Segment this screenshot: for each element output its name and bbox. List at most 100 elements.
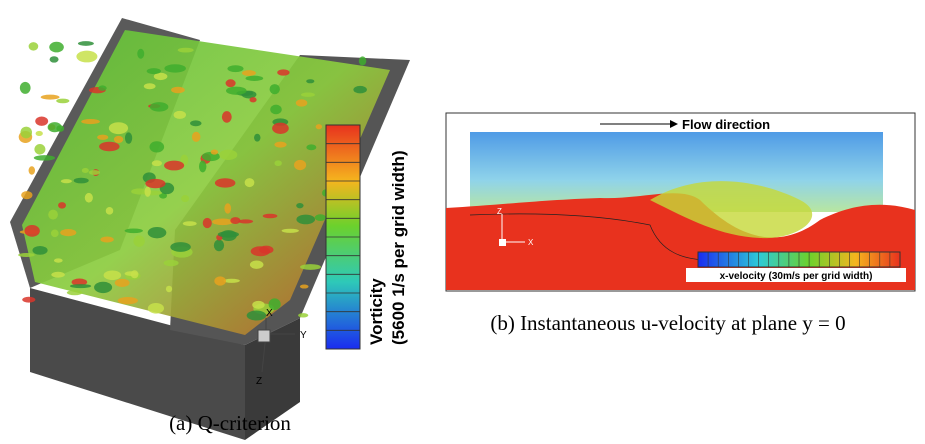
vortex-blob bbox=[149, 141, 164, 152]
vortex-blob bbox=[227, 65, 243, 72]
vortex-blob bbox=[34, 155, 55, 161]
panel-b: Flow direction Z X x-velocity (30m/s per… bbox=[446, 113, 915, 335]
vortex-blob bbox=[49, 42, 64, 53]
vortex-blob bbox=[150, 102, 168, 112]
colorbar-units: (5600 1/s per grid width) bbox=[389, 150, 408, 345]
vortex-blob bbox=[181, 195, 189, 202]
vortex-blob bbox=[152, 160, 162, 166]
vortex-blob bbox=[254, 134, 260, 142]
vortex-blob bbox=[20, 127, 32, 139]
vortex-blob bbox=[125, 132, 132, 143]
axis-label: X bbox=[266, 308, 273, 319]
vortex-blob bbox=[306, 79, 314, 83]
axis-origin bbox=[499, 239, 506, 246]
vortex-blob bbox=[214, 276, 226, 285]
vortex-blob bbox=[296, 99, 308, 106]
vortex-blob bbox=[230, 217, 240, 224]
vortex-blob bbox=[94, 282, 112, 293]
vortex-blob bbox=[171, 87, 185, 93]
vortex-blob bbox=[109, 122, 128, 134]
vortex-blob bbox=[245, 76, 263, 81]
vortex-blob bbox=[226, 87, 247, 95]
panel-a: X Y Z Vorticity (5600 1/s per grid width… bbox=[10, 18, 410, 440]
vortex-blob bbox=[301, 93, 315, 97]
vortex-blob bbox=[272, 123, 289, 134]
vortex-blob bbox=[51, 230, 59, 238]
vortex-blob bbox=[300, 264, 321, 270]
vortex-blob bbox=[34, 144, 45, 155]
vortex-blob bbox=[215, 178, 236, 187]
vortex-blob bbox=[214, 240, 224, 252]
vortex-blob bbox=[164, 161, 184, 171]
vortex-blob bbox=[32, 246, 47, 255]
vortex-blob bbox=[164, 64, 186, 72]
vortex-blob bbox=[85, 193, 93, 203]
vortex-blob bbox=[89, 170, 100, 175]
vortex-blob bbox=[199, 160, 206, 172]
vortex-blob bbox=[192, 132, 200, 142]
vortex-blob bbox=[125, 228, 143, 233]
axis-label: X bbox=[528, 238, 534, 247]
vortex-blob bbox=[247, 310, 267, 320]
vortex-blob bbox=[270, 84, 280, 94]
vortex-blob bbox=[226, 79, 236, 87]
vortex-blob bbox=[219, 150, 237, 160]
vortex-blob bbox=[183, 221, 197, 226]
vortex-blob bbox=[97, 135, 108, 140]
vortex-blob bbox=[164, 260, 179, 266]
vortex-blob bbox=[51, 272, 65, 278]
vortex-blob bbox=[21, 191, 32, 199]
vortex-blob bbox=[24, 225, 39, 237]
vortex-blob bbox=[166, 286, 172, 292]
axis-label: Z bbox=[256, 376, 262, 387]
vortex-blob bbox=[224, 203, 231, 213]
vortex-blob bbox=[274, 160, 281, 166]
vortex-blob bbox=[115, 279, 130, 287]
vortex-blob bbox=[54, 258, 63, 262]
vortex-blob bbox=[249, 97, 256, 102]
vortex-blob bbox=[36, 131, 43, 136]
vortex-blob bbox=[316, 124, 322, 129]
vortex-blob bbox=[222, 111, 232, 123]
vortex-blob bbox=[144, 83, 156, 89]
vortex-blob bbox=[212, 219, 233, 226]
vortex-blob bbox=[70, 284, 91, 288]
vortex-blob bbox=[41, 95, 60, 100]
vortex-blob bbox=[67, 290, 83, 295]
vortex-blob bbox=[137, 49, 144, 59]
vortex-blob bbox=[174, 111, 186, 119]
colorbar-title: Vorticity bbox=[367, 278, 386, 345]
vortex-blob bbox=[203, 218, 212, 228]
axis-label: Y bbox=[300, 330, 307, 341]
vortex-blob bbox=[131, 270, 139, 278]
flow-label: Flow direction bbox=[682, 117, 770, 132]
vortex-blob bbox=[270, 105, 282, 115]
vortex-blob bbox=[118, 297, 138, 304]
vortex-blob bbox=[22, 297, 35, 303]
vortex-blob bbox=[263, 214, 278, 218]
vortex-blob bbox=[60, 229, 76, 236]
vortex-blob bbox=[133, 235, 144, 246]
vortex-blob bbox=[98, 85, 106, 90]
vortex-blob bbox=[238, 219, 253, 223]
vortex-blob bbox=[252, 301, 264, 309]
vortex-blob bbox=[306, 144, 316, 150]
vortex-blob bbox=[48, 210, 58, 220]
vortex-blob bbox=[20, 82, 31, 94]
vortex-blob bbox=[294, 160, 306, 170]
vortex-blob bbox=[245, 178, 255, 187]
vortex-blob bbox=[147, 68, 161, 74]
vortex-blob bbox=[300, 285, 309, 289]
vortex-blob bbox=[74, 178, 89, 184]
vortex-blob bbox=[104, 270, 122, 280]
caption: (b) Instantaneous u-velocity at plane y … bbox=[490, 311, 845, 335]
vortex-blob bbox=[82, 168, 89, 173]
vortex-blob bbox=[48, 122, 62, 132]
vortex-blob bbox=[359, 56, 367, 65]
axis-label: Z bbox=[497, 207, 502, 216]
vortex-blob bbox=[78, 41, 94, 46]
vortex-blob bbox=[315, 214, 326, 221]
vortex-blob bbox=[29, 166, 35, 175]
vortex-blob bbox=[353, 86, 367, 94]
vortex-blob bbox=[61, 179, 72, 183]
